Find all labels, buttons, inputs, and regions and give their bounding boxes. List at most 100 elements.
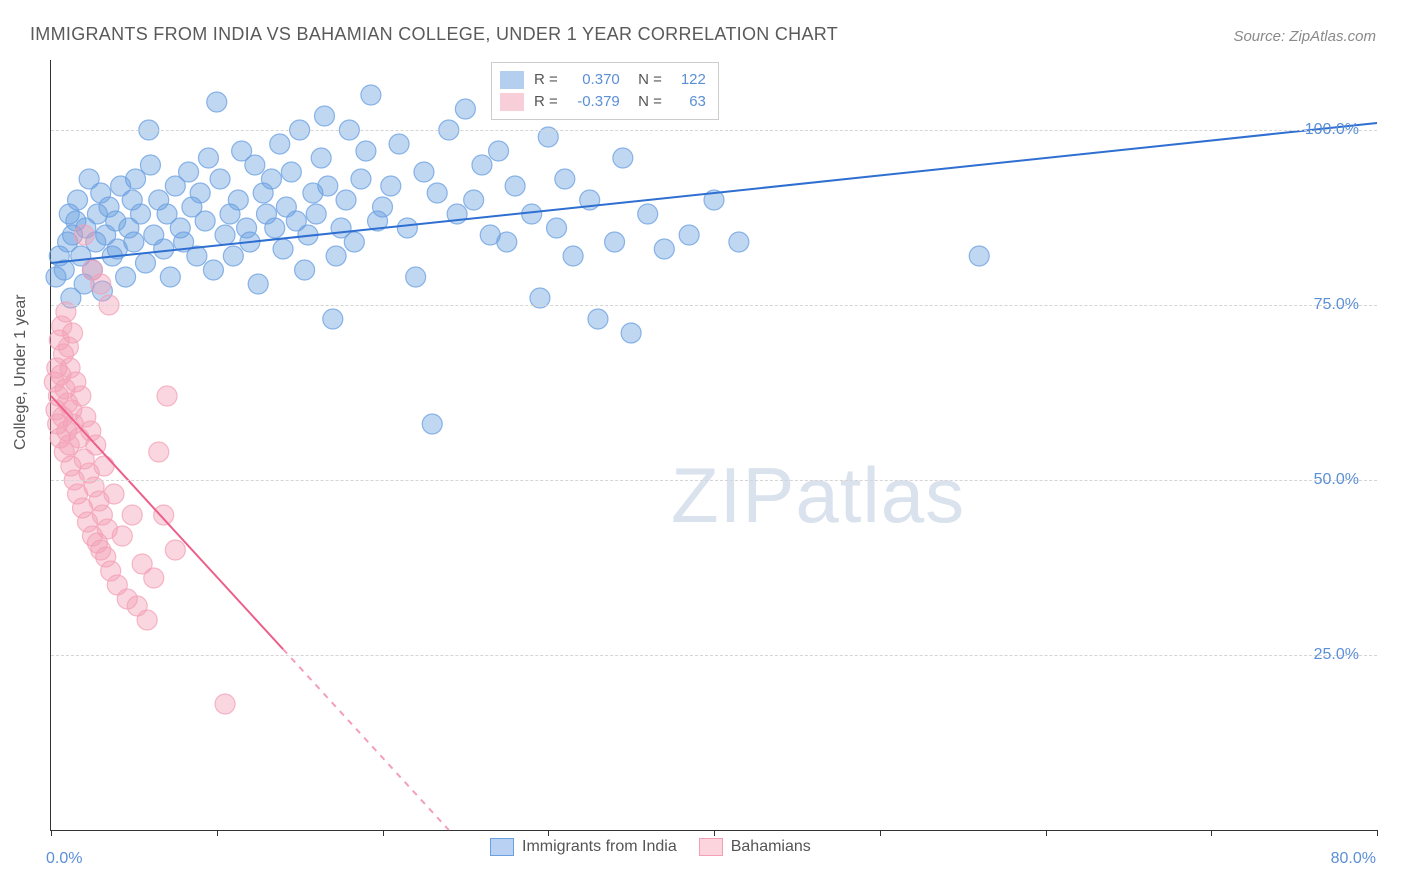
scatter-point bbox=[397, 218, 417, 238]
legend-swatch bbox=[699, 838, 723, 856]
legend-row: R = -0.379 N = 63 bbox=[500, 91, 706, 113]
scatter-point bbox=[124, 232, 144, 252]
scatter-point bbox=[203, 260, 223, 280]
legend-n-label: N = bbox=[630, 91, 662, 113]
scatter-point bbox=[207, 92, 227, 112]
legend-label: Bahamians bbox=[731, 838, 811, 856]
correlation-legend: R = 0.370 N = 122R = -0.379 N = 63 bbox=[491, 62, 719, 120]
chart-svg bbox=[51, 60, 1377, 830]
gridline-h bbox=[51, 305, 1377, 306]
scatter-point bbox=[198, 148, 218, 168]
scatter-point bbox=[281, 162, 301, 182]
legend-swatch bbox=[500, 93, 524, 111]
scatter-point bbox=[729, 232, 749, 252]
scatter-point bbox=[295, 260, 315, 280]
scatter-point bbox=[306, 204, 326, 224]
legend-label: Immigrants from India bbox=[522, 838, 677, 856]
gridline-h bbox=[51, 655, 1377, 656]
scatter-point bbox=[318, 176, 338, 196]
scatter-point bbox=[336, 190, 356, 210]
scatter-point bbox=[270, 134, 290, 154]
scatter-point bbox=[68, 190, 88, 210]
x-axis-min-label: 0.0% bbox=[46, 850, 82, 868]
y-tick-label: 25.0% bbox=[1314, 646, 1359, 664]
plot-area: ZIPatlas R =0.370 N =122R =-0.379 N =63 … bbox=[50, 60, 1377, 831]
x-tick bbox=[714, 830, 715, 836]
legend-swatch bbox=[500, 71, 524, 89]
legend-r-value: 0.370 bbox=[568, 69, 620, 91]
scatter-point bbox=[248, 274, 268, 294]
scatter-point bbox=[71, 386, 91, 406]
scatter-point bbox=[563, 246, 583, 266]
scatter-point bbox=[522, 204, 542, 224]
scatter-point bbox=[210, 169, 230, 189]
scatter-point bbox=[261, 169, 281, 189]
chart-title: IMMIGRANTS FROM INDIA VS BAHAMIAN COLLEG… bbox=[30, 24, 838, 45]
legend-r-label: R = bbox=[534, 91, 558, 113]
scatter-point bbox=[94, 456, 114, 476]
scatter-point bbox=[63, 323, 83, 343]
scatter-point bbox=[91, 274, 111, 294]
source-attribution: Source: ZipAtlas.com bbox=[1233, 28, 1376, 45]
scatter-point bbox=[245, 155, 265, 175]
legend-item: Bahamians bbox=[699, 838, 811, 856]
scatter-point bbox=[116, 267, 136, 287]
trend-line-dashed bbox=[283, 649, 449, 830]
scatter-point bbox=[215, 225, 235, 245]
scatter-point bbox=[654, 239, 674, 259]
scatter-point bbox=[154, 505, 174, 525]
legend-r-value: -0.379 bbox=[568, 91, 620, 113]
x-axis-max-label: 80.0% bbox=[1331, 850, 1376, 868]
scatter-point bbox=[361, 85, 381, 105]
scatter-point bbox=[326, 246, 346, 266]
scatter-point bbox=[406, 267, 426, 287]
x-tick bbox=[51, 830, 52, 836]
scatter-point bbox=[555, 169, 575, 189]
scatter-point bbox=[149, 442, 169, 462]
scatter-point bbox=[356, 141, 376, 161]
scatter-point bbox=[104, 484, 124, 504]
legend-n-value: 122 bbox=[672, 69, 706, 91]
x-tick bbox=[217, 830, 218, 836]
y-tick-label: 50.0% bbox=[1314, 471, 1359, 489]
scatter-point bbox=[223, 246, 243, 266]
scatter-point bbox=[131, 204, 151, 224]
trend-line bbox=[51, 123, 1377, 263]
scatter-point bbox=[140, 155, 160, 175]
legend-n-value: 63 bbox=[672, 91, 706, 113]
scatter-point bbox=[265, 218, 285, 238]
scatter-point bbox=[190, 183, 210, 203]
x-tick bbox=[1377, 830, 1378, 836]
scatter-point bbox=[228, 190, 248, 210]
scatter-point bbox=[344, 232, 364, 252]
gridline-h bbox=[51, 480, 1377, 481]
scatter-point bbox=[154, 239, 174, 259]
x-tick bbox=[383, 830, 384, 836]
scatter-point bbox=[311, 148, 331, 168]
gridline-h bbox=[51, 130, 1377, 131]
scatter-point bbox=[969, 246, 989, 266]
scatter-point bbox=[422, 414, 442, 434]
scatter-point bbox=[389, 134, 409, 154]
x-tick bbox=[1046, 830, 1047, 836]
scatter-point bbox=[112, 526, 132, 546]
legend-n-label: N = bbox=[630, 69, 662, 91]
scatter-point bbox=[497, 232, 517, 252]
scatter-point bbox=[455, 99, 475, 119]
scatter-point bbox=[679, 225, 699, 245]
scatter-point bbox=[165, 540, 185, 560]
legend-swatch bbox=[490, 838, 514, 856]
scatter-point bbox=[122, 505, 142, 525]
scatter-point bbox=[414, 162, 434, 182]
scatter-point bbox=[179, 162, 199, 182]
scatter-point bbox=[74, 225, 94, 245]
scatter-point bbox=[427, 183, 447, 203]
scatter-point bbox=[613, 148, 633, 168]
scatter-point bbox=[381, 176, 401, 196]
scatter-point bbox=[195, 211, 215, 231]
legend-row: R =0.370 N =122 bbox=[500, 69, 706, 91]
scatter-point bbox=[137, 610, 157, 630]
scatter-point bbox=[489, 141, 509, 161]
scatter-point bbox=[351, 169, 371, 189]
scatter-point bbox=[215, 694, 235, 714]
